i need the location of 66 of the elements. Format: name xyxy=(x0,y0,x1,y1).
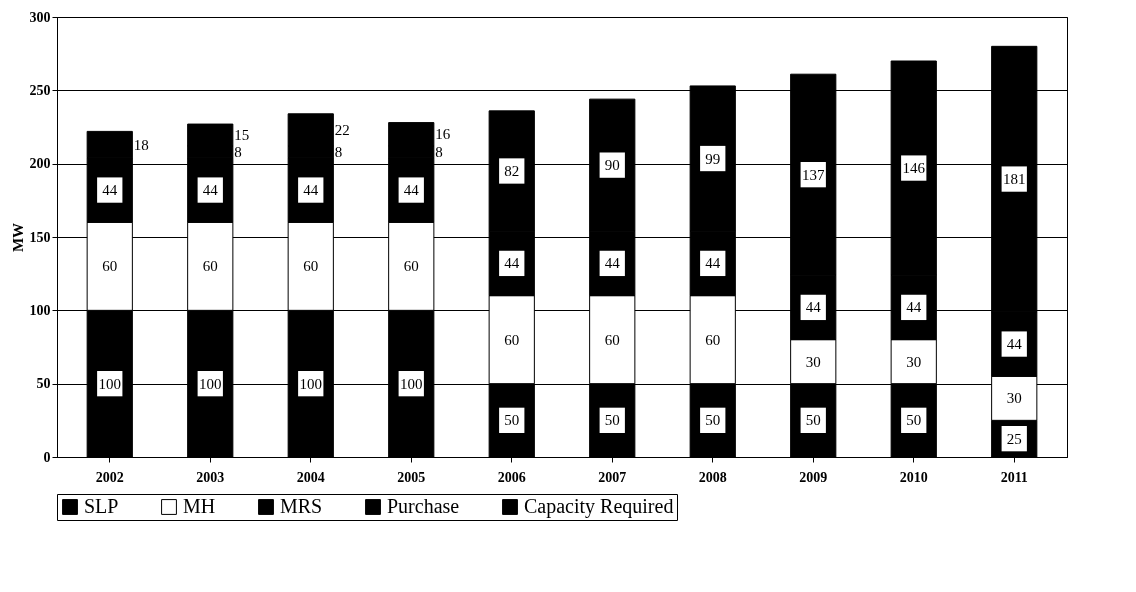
data-label: 44 xyxy=(604,255,621,272)
data-label: 44 xyxy=(1006,336,1023,353)
x-tick-label: 2005 xyxy=(397,469,426,485)
legend-label: MRS xyxy=(280,495,323,517)
data-label: 8 xyxy=(435,143,443,160)
data-label: 60 xyxy=(403,258,419,275)
y-tick-label: 50 xyxy=(36,376,51,392)
y-axis-title: MW xyxy=(9,222,26,253)
data-label: 137 xyxy=(801,166,825,183)
x-tick-label: 2009 xyxy=(799,469,828,485)
data-label: 22 xyxy=(334,121,350,138)
y-tick-label: 150 xyxy=(29,229,51,245)
data-label: 44 xyxy=(202,182,219,199)
x-tick-label: 2004 xyxy=(296,469,325,485)
data-label: 90 xyxy=(604,157,620,174)
data-label: 60 xyxy=(303,258,319,275)
data-label: 44 xyxy=(504,255,520,272)
data-label: 30 xyxy=(1006,390,1022,407)
x-tick-label: 2002 xyxy=(95,469,124,485)
data-label: 100 xyxy=(400,375,423,392)
data-label: 99 xyxy=(705,150,721,167)
y-tick-label: 200 xyxy=(29,156,51,172)
data-label: 60 xyxy=(604,331,620,348)
data-label: 60 xyxy=(705,331,721,348)
data-label: 8 xyxy=(334,143,343,160)
data-label: 181 xyxy=(1002,171,1026,188)
data-label: 8 xyxy=(234,143,242,160)
x-tick-label: 2007 xyxy=(598,469,627,485)
x-tick-label: 2008 xyxy=(698,469,727,485)
x-tick-label: 2011 xyxy=(1000,469,1028,485)
data-label: 44 xyxy=(805,299,822,316)
legend-label: Purchase xyxy=(387,495,460,517)
data-label: 16 xyxy=(435,126,451,143)
data-label: 18 xyxy=(133,136,149,153)
data-label: 60 xyxy=(504,331,520,348)
data-label: 44 xyxy=(303,182,319,199)
x-tick-label: 2003 xyxy=(196,469,225,485)
legend-label: SLP xyxy=(84,495,119,517)
data-label: 60 xyxy=(102,258,118,275)
data-label: 30 xyxy=(805,353,821,370)
y-tick-label: 300 xyxy=(29,9,51,25)
data-label: 44 xyxy=(906,299,922,316)
y-tick-label: 100 xyxy=(29,302,51,318)
data-label: 50 xyxy=(705,412,721,429)
data-label: 146 xyxy=(902,160,926,177)
y-tick-label: 250 xyxy=(29,82,51,98)
data-label: 44 xyxy=(705,255,721,272)
data-label: 44 xyxy=(102,182,118,199)
data-label: 100 xyxy=(199,375,222,392)
data-label: 25 xyxy=(1006,430,1022,447)
data-label: 82 xyxy=(504,163,520,179)
legend-label: MH xyxy=(183,495,216,517)
data-label: 100 xyxy=(299,375,323,392)
legend-label: Capacity Required xyxy=(524,495,674,518)
data-label: 44 xyxy=(403,182,420,199)
data-label: 50 xyxy=(504,412,520,429)
data-label: 60 xyxy=(202,258,218,275)
data-label: 30 xyxy=(906,353,922,370)
data-label: 100 xyxy=(98,375,122,392)
data-label: 50 xyxy=(604,412,620,429)
data-label: 50 xyxy=(906,412,922,429)
data-label: 15 xyxy=(234,127,250,144)
x-tick-label: 2006 xyxy=(497,469,526,485)
data-label: 50 xyxy=(805,412,821,429)
x-tick-label: 2010 xyxy=(899,469,928,485)
y-tick-label: 0 xyxy=(43,449,51,465)
